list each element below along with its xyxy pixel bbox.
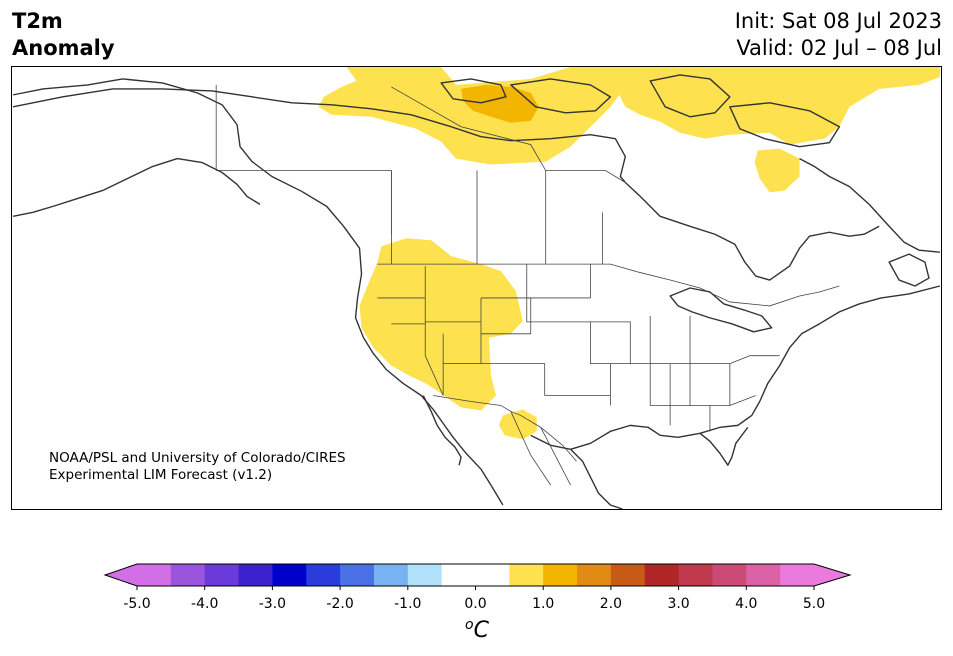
anomaly-area-arctic-east bbox=[615, 67, 940, 145]
border-us-canada bbox=[377, 263, 840, 307]
coastlines bbox=[12, 74, 941, 509]
colorbar-segment bbox=[204, 564, 240, 586]
coastline-gulf bbox=[530, 285, 941, 450]
colorbar-segments bbox=[103, 563, 852, 587]
coastline-islands-2 bbox=[729, 102, 841, 148]
colorbar-segment bbox=[441, 564, 476, 586]
colorbar-tick-label: 4.0 bbox=[735, 596, 757, 612]
colorbar-segment bbox=[475, 564, 510, 586]
coastline-arctic bbox=[12, 88, 627, 183]
coastline-islands-1 bbox=[649, 74, 731, 118]
colorbar-segment bbox=[509, 564, 544, 586]
anomaly-area-texas bbox=[498, 409, 537, 440]
anomaly-map bbox=[11, 66, 942, 510]
colorbar-tick-label: -5.0 bbox=[123, 596, 150, 612]
colorbar-ticks: -5.0 -4.0 -3.0 -2.0 -1.0 0.0 1.0 2.0 3.0 4.0 5.0 bbox=[123, 586, 825, 612]
colorbar-segment bbox=[137, 564, 172, 586]
coastline-islands-3 bbox=[510, 78, 612, 114]
colorbar-extend-under bbox=[105, 564, 137, 586]
colorbar-extend-over bbox=[814, 564, 850, 586]
colorbar-segment bbox=[644, 564, 680, 586]
coastline-alaska-south bbox=[12, 157, 261, 218]
colorbar-segment bbox=[746, 564, 781, 586]
coastline-gulf-west bbox=[570, 448, 623, 509]
colorbar-segment bbox=[678, 564, 713, 586]
colorbar-tick-label: 0.0 bbox=[464, 596, 486, 612]
colorbar-segment bbox=[272, 564, 307, 586]
colorbar-unit-label: oC bbox=[465, 617, 490, 643]
colorbar-tick-label: 1.0 bbox=[532, 596, 554, 612]
anomaly-area-hudson bbox=[754, 148, 800, 193]
colorbar-segment bbox=[170, 564, 206, 586]
colorbar: -5.0 -4.0 -3.0 -2.0 -1.0 0.0 1.0 2.0 3.0 4.0 5.0 o… bbox=[103, 563, 852, 643]
colorbar-tick-label: -1.0 bbox=[394, 596, 421, 612]
border-us-states-west bbox=[377, 266, 546, 396]
credit-line-1: NOAA/PSL and University of Colorado/CIRE… bbox=[49, 450, 346, 466]
colorbar-tick-label: -2.0 bbox=[326, 596, 353, 612]
colorbar-segment bbox=[577, 564, 612, 586]
colorbar-segment bbox=[238, 564, 273, 586]
title-line-1: T2m bbox=[12, 9, 63, 33]
colorbar-segment bbox=[373, 564, 409, 586]
coastline-islands-4 bbox=[440, 78, 507, 104]
credit-line-2: Experimental LIM Forecast (v1.2) bbox=[49, 467, 273, 483]
coastline-labrador bbox=[799, 157, 940, 253]
colorbar-tick-label: -3.0 bbox=[259, 596, 286, 612]
borders bbox=[215, 84, 840, 486]
coastline-great-lakes bbox=[669, 287, 773, 333]
border-us-states-east bbox=[649, 315, 780, 432]
border-canada-provinces bbox=[390, 170, 603, 265]
credit-text: NOAA/PSL and University of Colorado/CIRE… bbox=[49, 450, 346, 484]
coastline-baja bbox=[422, 395, 462, 466]
colorbar-segment bbox=[610, 564, 646, 586]
colorbar-tick-label: 2.0 bbox=[600, 596, 622, 612]
colorbar-segment bbox=[306, 564, 341, 586]
anomaly-area-arctic-west bbox=[318, 67, 626, 165]
border-yukon-nwt bbox=[216, 170, 392, 235]
border-us-mexico bbox=[433, 395, 577, 462]
colorbar-tick-label: 5.0 bbox=[803, 596, 825, 612]
title-line-2: Anomaly bbox=[12, 36, 115, 60]
border-nunavut bbox=[391, 86, 626, 183]
coastline-newfoundland bbox=[888, 253, 930, 287]
valid-range: Valid: 02 Jul – 08 Jul bbox=[736, 36, 942, 60]
coastline-pacific bbox=[12, 78, 504, 506]
border-mexico-states bbox=[510, 411, 571, 486]
colorbar-segment bbox=[543, 564, 578, 586]
anomaly-shading bbox=[318, 67, 940, 440]
forecast-dates: Init: Sat 08 Jul 2023 Valid: 02 Jul – 08… bbox=[735, 8, 942, 62]
coastline-hudson-bay bbox=[624, 181, 880, 281]
map-title: T2m Anomaly bbox=[12, 8, 115, 62]
colorbar-tick-label: 3.0 bbox=[667, 596, 689, 612]
colorbar-segment bbox=[712, 564, 747, 586]
colorbar-segment bbox=[407, 564, 443, 586]
colorbar-tick-label: -4.0 bbox=[191, 596, 218, 612]
border-us-states-central bbox=[526, 264, 651, 406]
colorbar-segment bbox=[340, 564, 375, 586]
anomaly-area-west-us bbox=[359, 238, 523, 411]
colorbar-segment bbox=[780, 564, 815, 586]
coastline-florida bbox=[699, 426, 749, 466]
init-date: Init: Sat 08 Jul 2023 bbox=[734, 9, 942, 33]
